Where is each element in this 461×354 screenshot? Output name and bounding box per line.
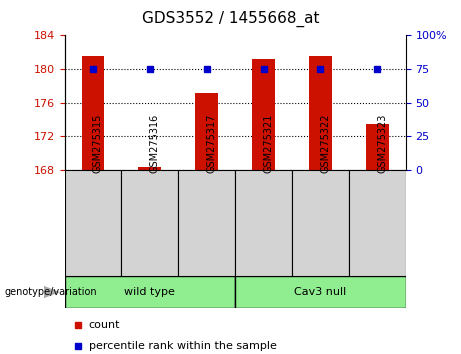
Bar [178, 170, 235, 276]
Bar [138, 167, 161, 170]
Text: GSM275321: GSM275321 [264, 114, 273, 173]
Bar [235, 170, 292, 276]
Bar [235, 276, 406, 308]
Text: GSM275323: GSM275323 [377, 114, 387, 173]
Text: GSM275316: GSM275316 [150, 114, 160, 173]
Text: percentile rank within the sample: percentile rank within the sample [89, 341, 277, 351]
Bar [82, 56, 104, 170]
Text: wild type: wild type [124, 287, 175, 297]
Bar [349, 170, 406, 276]
Bar [65, 276, 235, 308]
Bar [121, 170, 178, 276]
Bar [65, 170, 121, 276]
Bar [366, 124, 389, 170]
Text: GSM275322: GSM275322 [320, 114, 331, 173]
Text: GSM275315: GSM275315 [93, 114, 103, 173]
Polygon shape [44, 286, 60, 298]
Bar [252, 59, 275, 170]
Bar [195, 93, 218, 170]
Text: genotype/variation: genotype/variation [5, 287, 97, 297]
Bar [309, 56, 332, 170]
Bar [292, 170, 349, 276]
Text: count: count [89, 320, 120, 330]
Text: GSM275317: GSM275317 [207, 114, 217, 173]
Text: GDS3552 / 1455668_at: GDS3552 / 1455668_at [142, 11, 319, 27]
Text: Cav3 null: Cav3 null [294, 287, 347, 297]
